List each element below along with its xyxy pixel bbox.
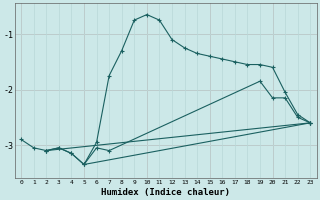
X-axis label: Humidex (Indice chaleur): Humidex (Indice chaleur) bbox=[101, 188, 230, 197]
